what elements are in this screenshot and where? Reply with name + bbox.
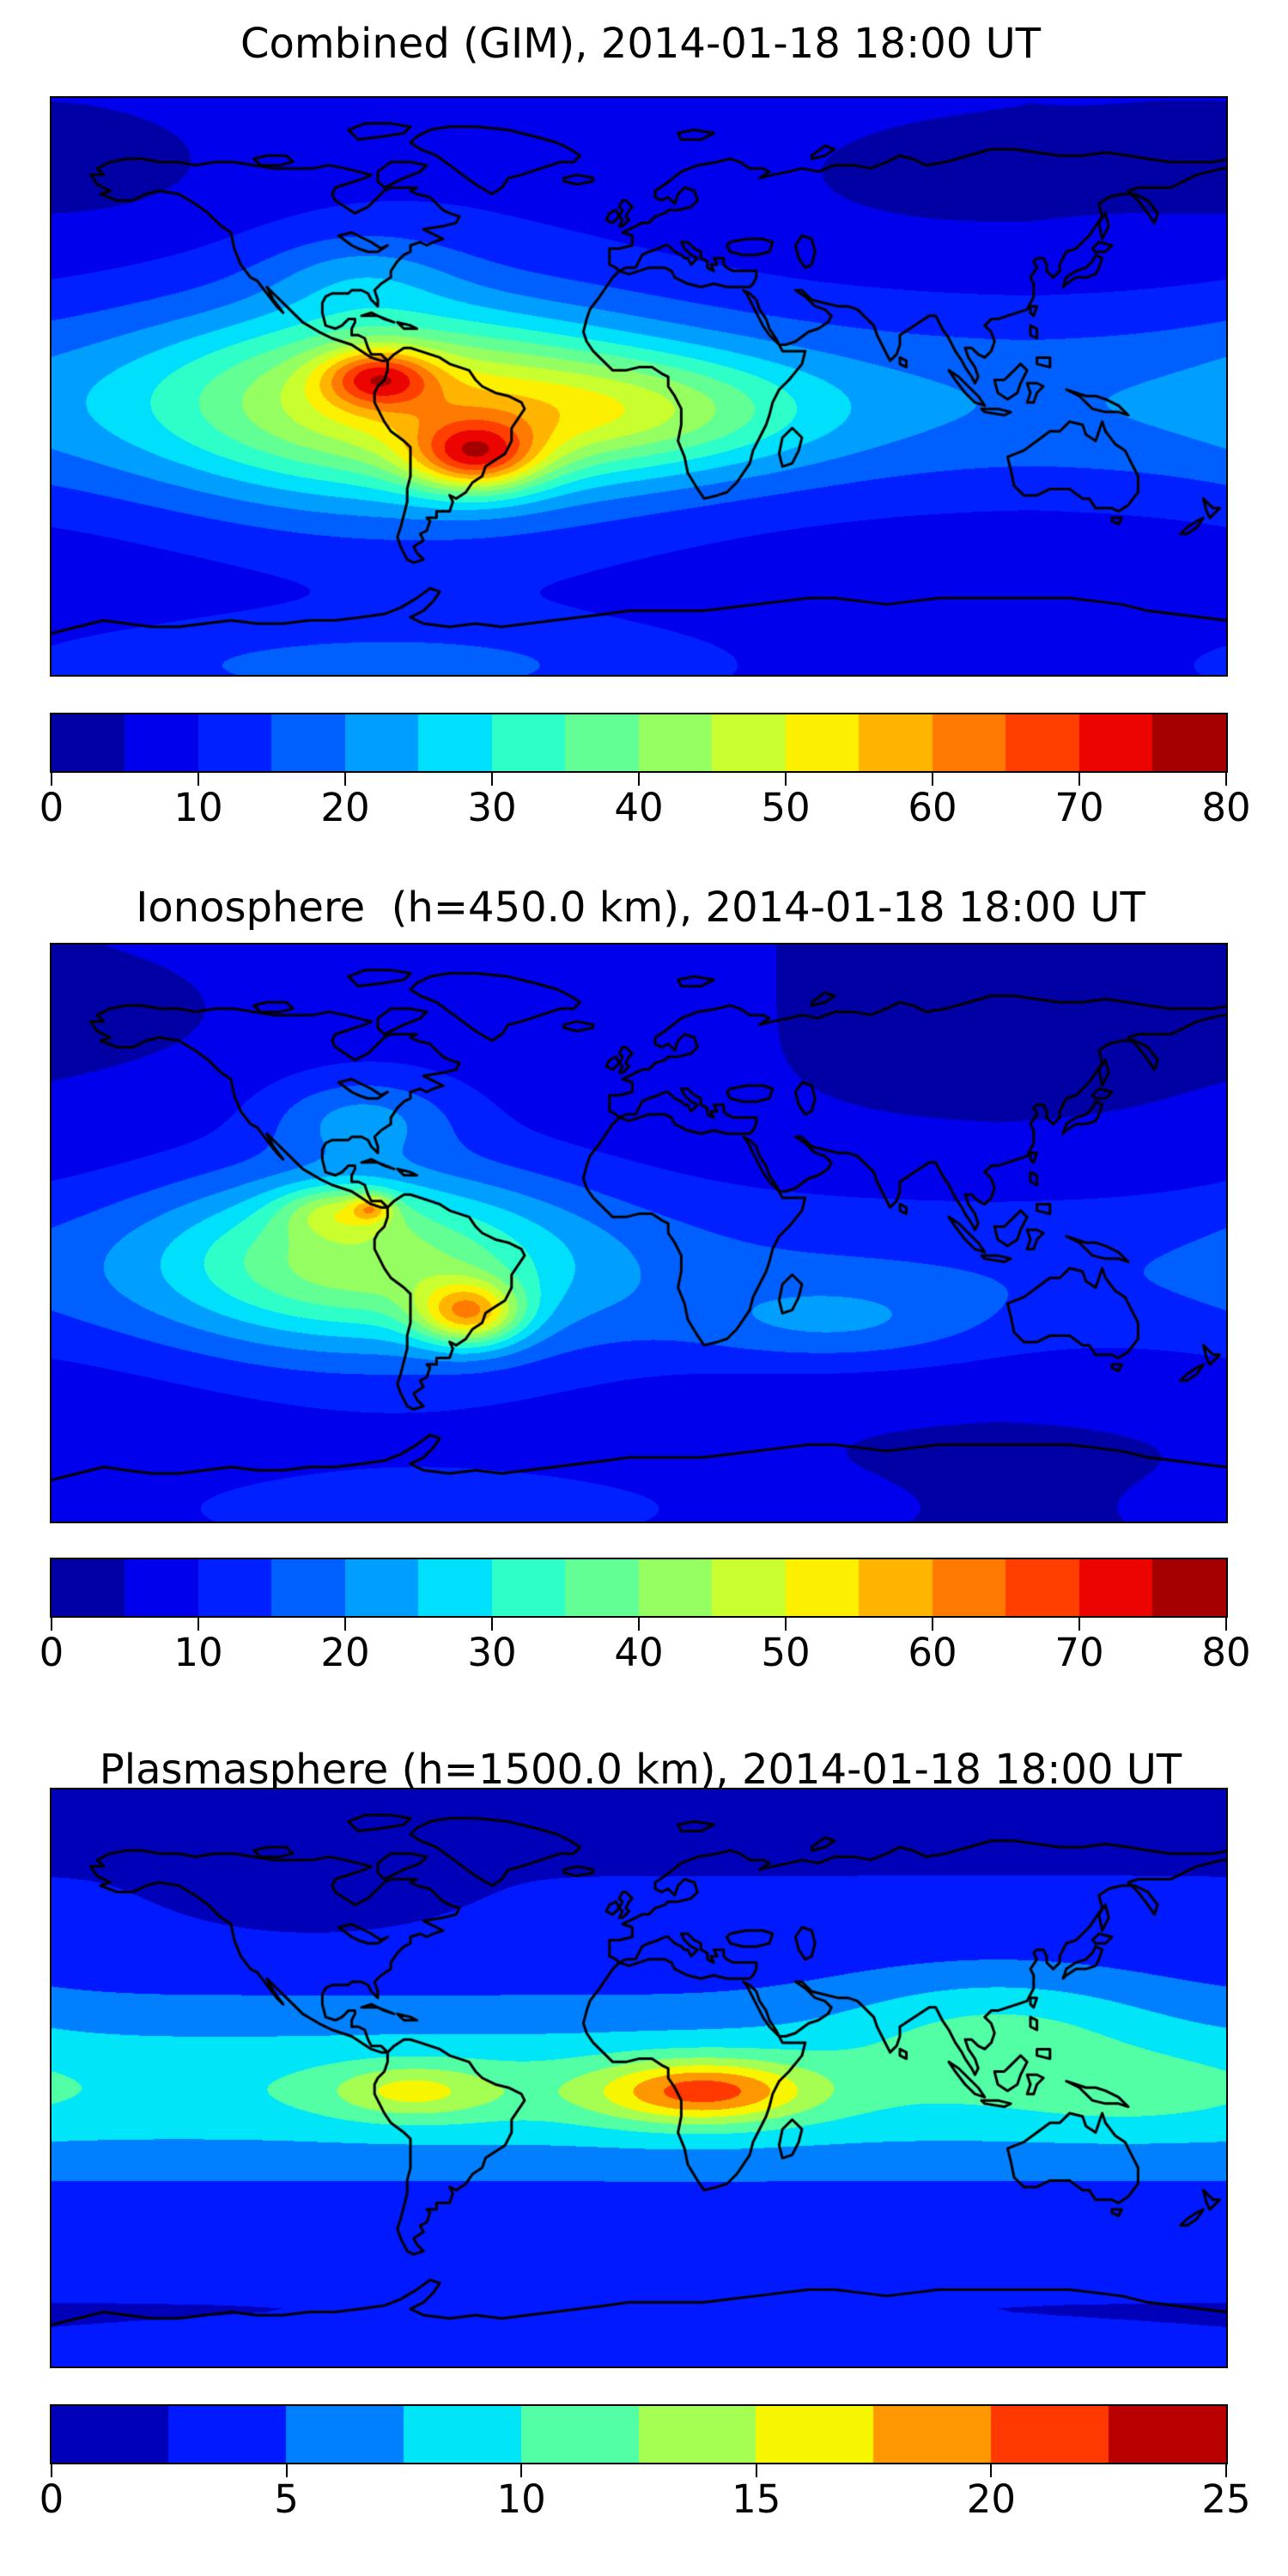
colorbar-tick-mark	[932, 773, 933, 786]
panel-title-ionosphere: Ionosphere (h=450.0 km), 2014-01-18 18:0…	[136, 884, 1145, 932]
colorbar-tick-mark	[1078, 1618, 1080, 1631]
colorbar-tick-mark	[1225, 2464, 1227, 2477]
colorbar-tick-label: 80	[1201, 1630, 1251, 1675]
panel-title-plasmasphere: Plasmasphere (h=1500.0 km), 2014-01-18 1…	[99, 1746, 1182, 1794]
colorbar-tick-label: 25	[1201, 2476, 1251, 2522]
colorbar-tick-mark	[285, 2464, 288, 2477]
colorbar-combined	[50, 713, 1228, 773]
colorbar-tick-mark	[520, 2464, 523, 2477]
map-canvas-combined	[50, 96, 1228, 677]
colorbar-tick-label: 60	[908, 1630, 957, 1675]
colorbar-tick-mark	[491, 773, 493, 786]
colorbar-tick-label: 60	[908, 785, 957, 830]
colorbar-tick-mark	[785, 1618, 787, 1631]
colorbar-tick-label: 50	[761, 1630, 811, 1675]
colorbar-tick-mark	[344, 1618, 346, 1631]
colorbar-tick-label: 15	[732, 2476, 781, 2522]
colorbar-tick-label: 30	[467, 785, 517, 830]
colorbar-tick-mark	[755, 2464, 757, 2477]
colorbar-tick-mark	[1225, 1618, 1227, 1631]
map-canvas-plasmasphere	[50, 1788, 1228, 2368]
colorbar-tick-mark	[638, 1618, 640, 1631]
colorbar-ticks-plasmasphere: 0 5 10 15 20 25	[39, 2464, 1251, 2533]
colorbar-tick-mark	[491, 1618, 493, 1631]
colorbar-tick-mark	[51, 773, 52, 786]
colorbar-tick-mark	[1078, 773, 1080, 786]
colorbar-tick-label: 70	[1054, 1630, 1104, 1675]
colorbar-tick-label: 20	[966, 2476, 1017, 2522]
colorbar-tick-label: 10	[173, 785, 223, 830]
colorbar-tick-label: 40	[614, 1630, 664, 1675]
colorbar-ticks-combined: 0 10 20 30 40 50 60 70 80	[39, 773, 1251, 841]
colorbar-tick-mark	[990, 2464, 993, 2477]
colorbar-plasmasphere	[50, 2404, 1228, 2464]
colorbar-tick-label: 0	[39, 2476, 64, 2522]
colorbar-ticks-ionosphere: 0 10 20 30 40 50 60 70 80	[39, 1618, 1251, 1686]
colorbar-tick-mark	[51, 1618, 52, 1631]
colorbar-tick-label: 20	[320, 1630, 370, 1675]
colorbar-ionosphere	[50, 1558, 1228, 1618]
colorbar-tick-label: 0	[39, 1630, 64, 1675]
panel-title-combined: Combined (GIM), 2014-01-18 18:00 UT	[240, 20, 1042, 68]
colorbar-tick-mark	[932, 1618, 933, 1631]
colorbar-tick-mark	[344, 773, 346, 786]
colorbar-tick-label: 5	[274, 2476, 299, 2522]
map-canvas-ionosphere	[50, 943, 1228, 1523]
colorbar-tick-label: 40	[614, 785, 664, 830]
colorbar-tick-label: 20	[320, 785, 370, 830]
colorbar-tick-mark	[785, 773, 787, 786]
colorbar-tick-label: 30	[467, 1630, 517, 1675]
colorbar-tick-label: 10	[496, 2476, 546, 2522]
colorbar-tick-mark	[197, 1618, 199, 1631]
colorbar-tick-mark	[1225, 773, 1227, 786]
colorbar-tick-mark	[51, 2464, 52, 2477]
colorbar-tick-label: 80	[1201, 785, 1251, 830]
colorbar-tick-label: 0	[39, 785, 64, 830]
colorbar-tick-mark	[638, 773, 640, 786]
colorbar-tick-mark	[197, 773, 199, 786]
colorbar-tick-label: 70	[1054, 785, 1104, 830]
colorbar-tick-label: 10	[173, 1630, 223, 1675]
colorbar-tick-label: 50	[761, 785, 811, 830]
